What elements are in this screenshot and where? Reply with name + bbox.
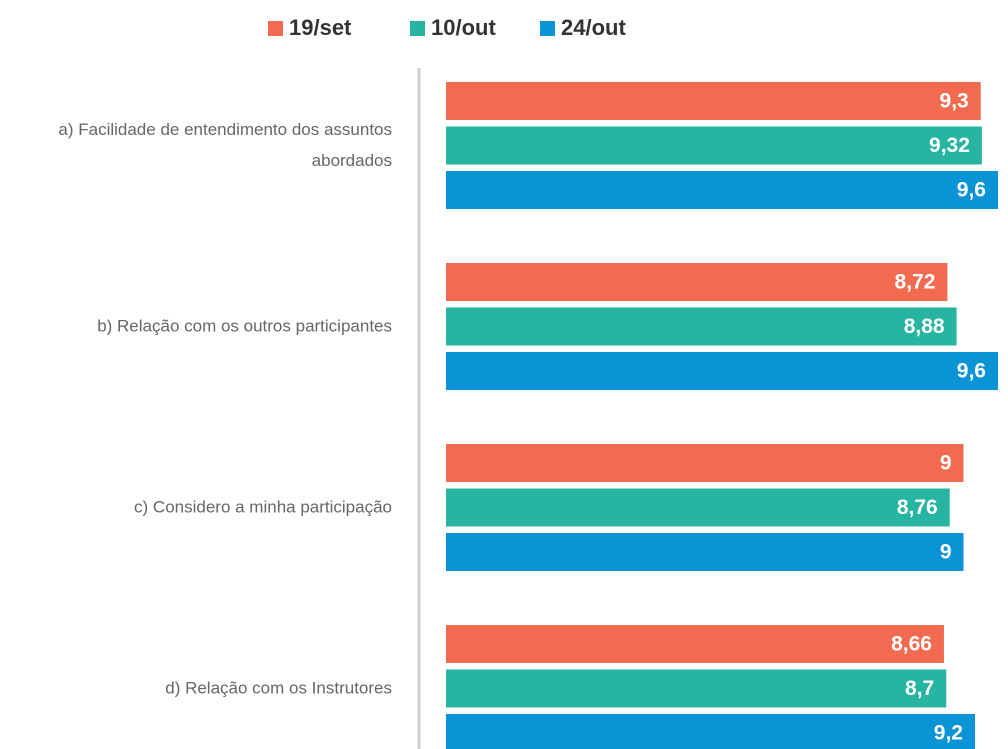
category-label: b) Relação com os outros participantes (97, 316, 392, 336)
legend-swatch (268, 21, 283, 36)
value-label: 9,6 (957, 360, 986, 383)
bar (446, 352, 998, 390)
legend-label: 19/set (289, 15, 352, 40)
bar (446, 488, 950, 527)
bar (446, 714, 975, 749)
bar (446, 669, 947, 708)
bar (446, 263, 948, 301)
legend-swatch (410, 21, 425, 36)
bar (446, 171, 998, 209)
value-label: 8,66 (891, 633, 932, 656)
bar (446, 82, 981, 120)
bar (446, 444, 964, 482)
category-label: c) Considero a minha participação (134, 497, 392, 517)
bar (446, 307, 957, 346)
value-label: 9,32 (929, 134, 970, 157)
legend-label: 10/out (431, 15, 496, 40)
value-label: 9,2 (934, 722, 963, 745)
value-label: 9,6 (957, 179, 986, 202)
value-label: 9 (940, 541, 952, 564)
category-label: d) Relação com os Instrutores (165, 678, 392, 698)
value-label: 9 (940, 452, 952, 475)
category-label: a) Facilidade de entendimento dos assunt… (58, 120, 392, 170)
value-label: 8,72 (895, 271, 936, 294)
value-label: 8,88 (904, 315, 945, 338)
value-label: 8,7 (905, 677, 934, 700)
bar (446, 625, 944, 663)
legend-label: 24/out (561, 15, 626, 40)
legend-swatch (540, 21, 555, 36)
value-label: 8,76 (897, 496, 938, 519)
bar (446, 126, 982, 165)
value-label: 9,3 (940, 90, 969, 113)
bar (446, 533, 964, 571)
